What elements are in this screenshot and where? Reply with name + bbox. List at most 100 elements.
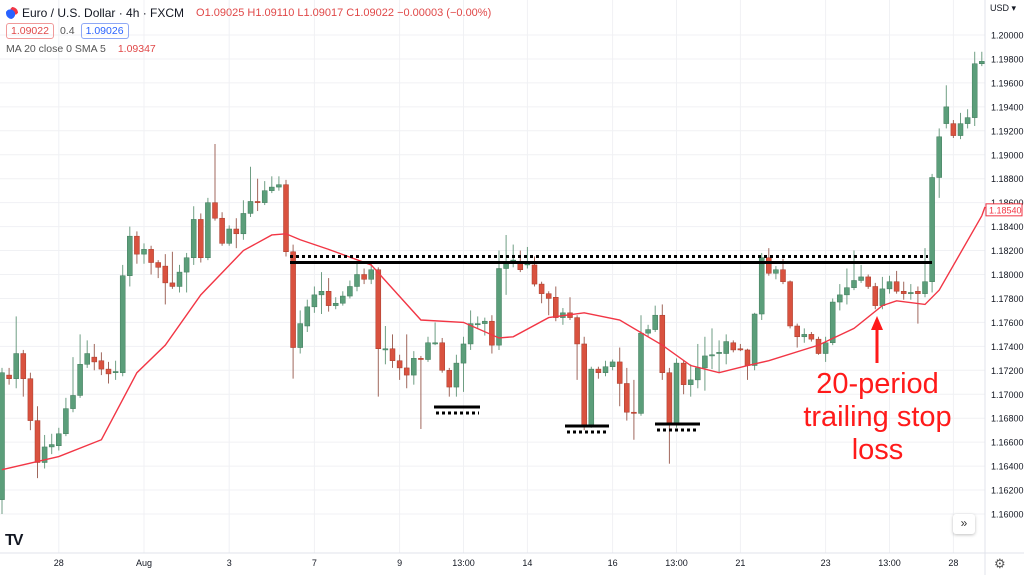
candle [162,254,169,305]
candle-body [616,361,623,384]
candle-body [744,349,751,366]
candle-body [425,342,431,360]
candle [411,351,417,385]
candle [425,336,431,362]
candle [737,343,744,352]
candle-body [808,334,815,340]
candle-body [176,271,183,287]
double-chevron-right-icon[interactable]: » [953,514,975,534]
candle-body [780,269,786,282]
candle [247,166,254,218]
candle-body [680,362,687,385]
candle-body [929,177,935,282]
candle-body [517,263,524,270]
candle-body [27,378,34,421]
candle [20,349,27,397]
candle [609,359,616,371]
candle-body [70,395,76,409]
candle [190,206,197,265]
candle [34,406,41,479]
candle-body [325,291,332,306]
candle [141,243,147,264]
candle-body [155,262,161,268]
candle [276,176,282,191]
candle-body [709,354,715,357]
candle [269,176,275,194]
candle-body [389,348,396,361]
candle [567,297,573,321]
candle [858,264,864,283]
candle-body [908,292,914,294]
candle [261,181,268,206]
candle [957,112,964,140]
y-tick-label: 1.19400 [991,102,1024,112]
candle [354,262,360,292]
candle-body [773,269,779,274]
sell-price-button[interactable]: 1.09022 [6,23,54,39]
candle-body [979,61,985,64]
x-tick-label: 9 [397,558,402,568]
candle-body [91,356,98,363]
candle-body [915,291,921,294]
candle-body [737,348,744,351]
candle-body [687,379,694,385]
candle [318,272,325,315]
candle [474,316,481,329]
candle-body [276,184,282,188]
candle-body [20,353,27,379]
candle-body [936,136,942,178]
candle-body [751,313,758,366]
candle [758,252,765,321]
candle [822,336,829,362]
candle [801,328,808,343]
annotation-line: 20-period [816,368,939,400]
candle-body [56,433,62,446]
arrow-up-icon [871,316,883,330]
candle-body [340,295,346,304]
candle [98,352,105,376]
candle-body [396,360,403,369]
buy-price-button[interactable]: 1.09026 [80,23,129,39]
candle [332,297,339,310]
candle-body [318,291,325,296]
candle-body [361,274,367,280]
candle-body [489,320,495,346]
candle-body [162,265,169,284]
candle-body [41,446,48,463]
indicator-name[interactable]: MA 20 close 0 SMA 5 [6,43,106,55]
gear-icon[interactable]: ⚙ [994,556,1006,571]
candle-body [666,372,673,424]
x-tick-label: Aug [136,558,152,568]
candle [893,270,900,294]
candle [396,354,403,380]
candle [446,367,453,397]
candle [283,179,289,257]
tradingview-logo[interactable]: TV [5,532,24,549]
candle [936,128,942,198]
candle-body [730,342,737,351]
candle-body [553,297,559,318]
candle-body [403,367,410,376]
ma-price-label-box [985,203,1023,217]
y-tick-label: 1.18800 [991,174,1024,184]
candle-body [922,281,928,294]
candle [375,267,382,397]
candle-body [531,264,538,285]
symbol-title[interactable]: Euro / U.S. Dollar · 4h · FXCM [22,6,185,20]
candle-body [148,249,154,263]
y-tick-label: 1.18200 [991,246,1024,256]
y-tick-label: 1.17800 [991,294,1024,304]
candle-body [77,364,83,396]
candle-body [105,368,112,375]
x-tick-label: 21 [735,558,745,568]
candle [929,173,935,293]
currency-selector[interactable]: USD ▾ [990,3,1017,13]
x-tick-label: 16 [608,558,618,568]
candle [716,340,722,373]
candle [403,334,410,389]
candle-body [638,332,644,414]
candle [659,304,666,380]
candle-body [190,219,197,258]
candle-body [48,444,55,448]
